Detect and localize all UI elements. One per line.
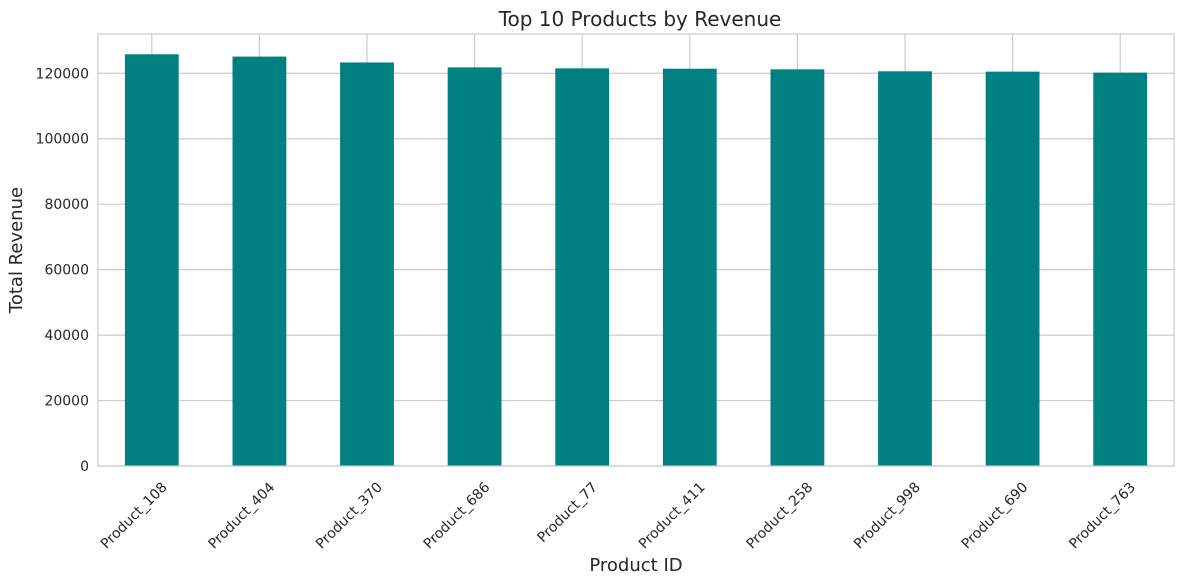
y-tick-label: 20000 <box>44 394 89 410</box>
chart-title: Top 10 Products by Revenue <box>498 7 782 31</box>
y-axis-label: Total Revenue <box>6 187 27 314</box>
bar-product-763 <box>1093 72 1148 467</box>
bar-product-77 <box>555 68 610 466</box>
y-tick-label: 120000 <box>36 66 89 82</box>
x-axis-ticks: Product_108 Product_404 Product_370 Product… <box>98 479 1139 552</box>
x-tick-label: Product_77 <box>535 480 601 546</box>
y-tick-label: 60000 <box>44 263 89 279</box>
x-tick-label: Product_690 <box>959 480 1032 553</box>
plot-frame <box>97 33 1175 467</box>
x-tick-label: Product_411 <box>636 480 709 553</box>
x-tick-label: Product_686 <box>421 479 494 552</box>
x-tick-label: Product_404 <box>205 479 278 552</box>
x-tick-label: Product_108 <box>98 480 171 553</box>
bars <box>124 54 1148 467</box>
x-tick-label: Product_998 <box>851 480 924 553</box>
x-tick-label: Product_258 <box>743 480 816 553</box>
bar-product-998 <box>878 71 932 467</box>
y-tick-label: 0 <box>80 459 89 475</box>
y-tick-label: 80000 <box>44 197 89 213</box>
y-axis-ticks: 0 20000 40000 60000 80000 100000 120000 <box>36 66 89 475</box>
bar-product-258 <box>770 69 825 466</box>
bar-product-690 <box>985 71 1040 467</box>
x-axis-label: Product ID <box>589 555 682 576</box>
bar-product-686 <box>447 67 502 466</box>
y-tick-label: 100000 <box>36 132 89 148</box>
y-tick-label: 40000 <box>44 328 89 344</box>
x-tick-label: Product_763 <box>1066 480 1139 553</box>
bar-product-108 <box>124 54 179 467</box>
bar-product-411 <box>662 68 717 466</box>
bar-product-370 <box>340 62 394 467</box>
x-tick-label: Product_370 <box>313 480 386 553</box>
bar-product-404 <box>232 56 287 466</box>
